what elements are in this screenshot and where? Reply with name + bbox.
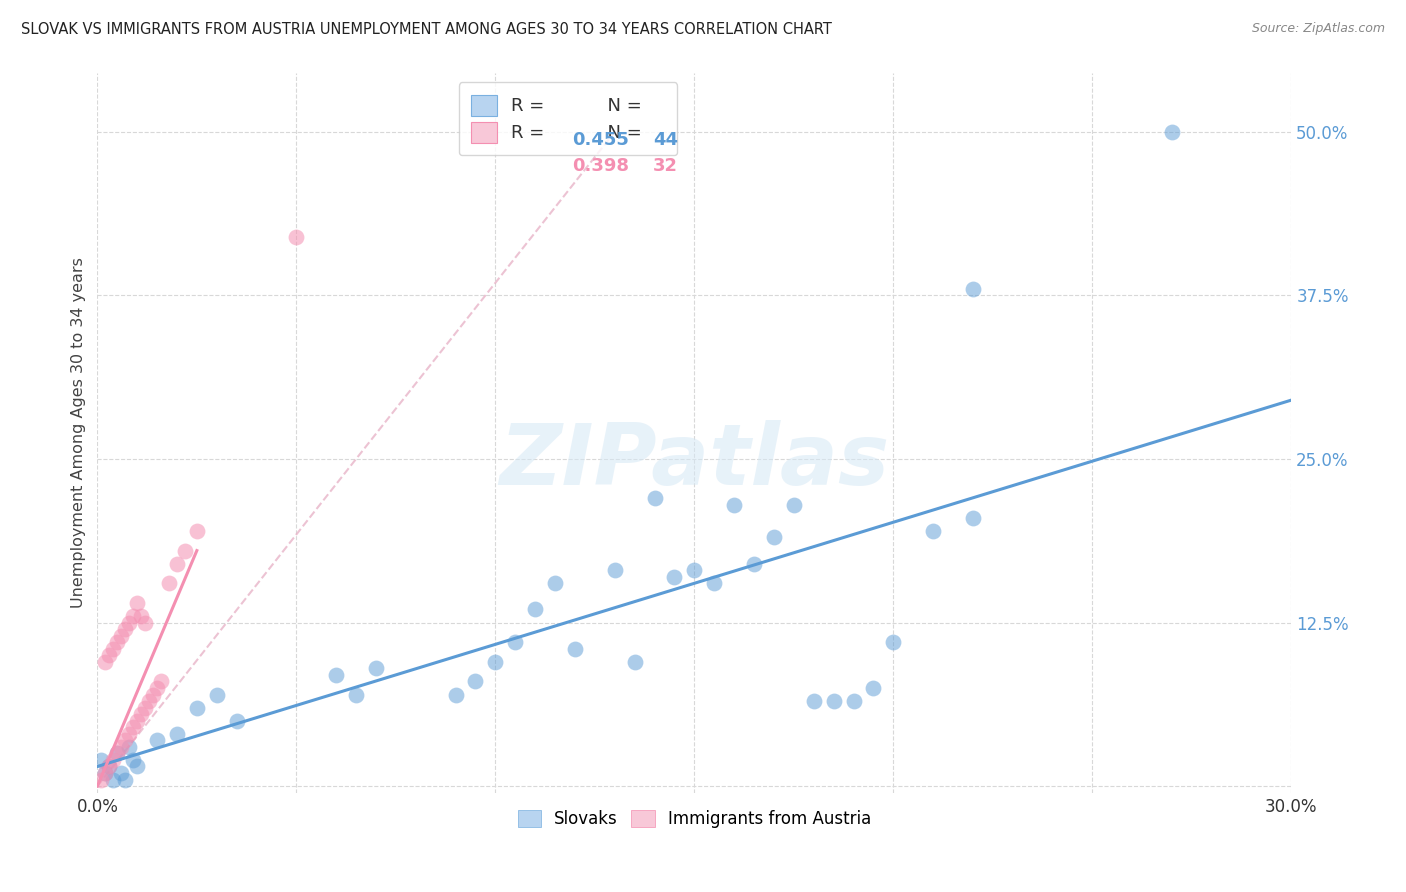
Point xyxy=(225,714,247,728)
Point xyxy=(723,498,745,512)
Text: Source: ZipAtlas.com: Source: ZipAtlas.com xyxy=(1251,22,1385,36)
Point xyxy=(94,655,117,669)
Point xyxy=(683,563,706,577)
Point xyxy=(544,576,567,591)
Point xyxy=(703,576,725,591)
Text: ZIPatlas: ZIPatlas xyxy=(499,420,890,503)
Point xyxy=(114,772,136,787)
Point xyxy=(103,753,125,767)
Text: SLOVAK VS IMMIGRANTS FROM AUSTRIA UNEMPLOYMENT AMONG AGES 30 TO 34 YEARS CORRELA: SLOVAK VS IMMIGRANTS FROM AUSTRIA UNEMPL… xyxy=(21,22,832,37)
Point xyxy=(503,635,526,649)
Point xyxy=(150,674,173,689)
Point xyxy=(464,674,486,689)
Point xyxy=(105,635,128,649)
Point xyxy=(762,531,785,545)
Point xyxy=(205,688,228,702)
Point xyxy=(157,576,180,591)
Point xyxy=(803,694,825,708)
Point xyxy=(103,772,125,787)
Point xyxy=(118,739,141,754)
Point xyxy=(623,655,645,669)
Point xyxy=(882,635,904,649)
Point xyxy=(114,622,136,636)
Point xyxy=(186,700,208,714)
Point xyxy=(962,511,984,525)
Text: 0.455: 0.455 xyxy=(572,130,628,149)
Point xyxy=(186,524,208,538)
Point xyxy=(98,648,121,663)
Point xyxy=(962,282,984,296)
Legend: Slovaks, Immigrants from Austria: Slovaks, Immigrants from Austria xyxy=(510,803,877,835)
Point xyxy=(603,563,626,577)
Point xyxy=(344,688,367,702)
Point xyxy=(444,688,467,702)
Point xyxy=(166,727,188,741)
Point xyxy=(105,747,128,761)
Point xyxy=(146,733,169,747)
Point xyxy=(105,747,128,761)
Point xyxy=(110,629,132,643)
Point xyxy=(90,753,112,767)
Point xyxy=(127,759,149,773)
Point xyxy=(364,661,387,675)
Point xyxy=(127,596,149,610)
Text: 32: 32 xyxy=(652,157,678,175)
Point xyxy=(122,609,145,624)
Point xyxy=(862,681,884,695)
Point xyxy=(129,609,152,624)
Point xyxy=(138,694,160,708)
Point xyxy=(98,759,121,773)
Point xyxy=(94,766,117,780)
Point xyxy=(114,733,136,747)
Point xyxy=(129,707,152,722)
Point xyxy=(644,491,666,506)
Point xyxy=(174,543,197,558)
Point xyxy=(664,570,686,584)
Point xyxy=(90,772,112,787)
Point xyxy=(103,641,125,656)
Text: 0.398: 0.398 xyxy=(572,157,628,175)
Point xyxy=(146,681,169,695)
Point xyxy=(122,720,145,734)
Point xyxy=(166,557,188,571)
Point xyxy=(564,641,586,656)
Point xyxy=(110,766,132,780)
Point xyxy=(127,714,149,728)
Point xyxy=(783,498,806,512)
Point xyxy=(134,615,156,630)
Point xyxy=(122,753,145,767)
Point xyxy=(142,688,165,702)
Point xyxy=(118,615,141,630)
Point xyxy=(484,655,506,669)
Point xyxy=(94,766,117,780)
Point xyxy=(842,694,865,708)
Point xyxy=(134,700,156,714)
Point xyxy=(742,557,765,571)
Point xyxy=(823,694,845,708)
Point xyxy=(1161,125,1184,139)
Point xyxy=(285,229,308,244)
Point xyxy=(325,668,347,682)
Point xyxy=(524,602,547,616)
Text: 44: 44 xyxy=(652,130,678,149)
Y-axis label: Unemployment Among Ages 30 to 34 years: Unemployment Among Ages 30 to 34 years xyxy=(72,258,86,608)
Point xyxy=(922,524,945,538)
Point xyxy=(118,727,141,741)
Point xyxy=(110,739,132,754)
Point xyxy=(98,759,121,773)
